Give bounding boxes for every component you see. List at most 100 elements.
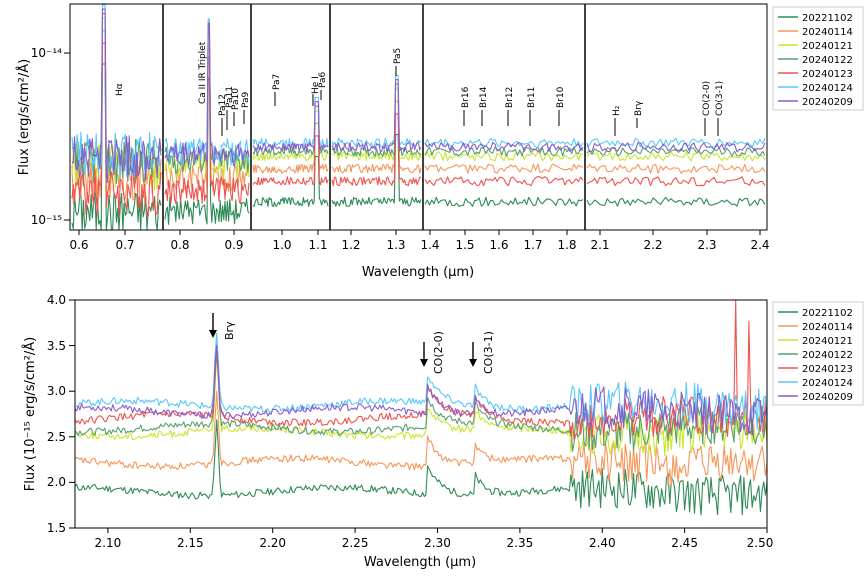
series-line-20240123-seg1 <box>164 56 250 205</box>
series-line-20221102-seg3 <box>331 133 422 207</box>
series-line-20221102-seg4 <box>424 196 584 207</box>
bottom-plot-frame <box>74 299 768 529</box>
y-tick-label: 3.0 <box>47 384 66 398</box>
series-line-20240114-seg3 <box>331 100 422 174</box>
series-line-20221102-seg2 <box>252 155 329 207</box>
y-tick-label: 1.5 <box>47 521 66 535</box>
top-y-axis-label: Flux (erg/s/cm²/Å) <box>16 59 32 176</box>
top-legend: 20221102 20240114 20240121 20240122 2024… <box>772 6 864 111</box>
legend-label: 20240122 <box>802 55 853 66</box>
series-line-20240123-seg0 <box>71 42 162 217</box>
legend-label: 20221102 <box>802 13 853 24</box>
series-line-20240122-seg5 <box>586 146 766 157</box>
legend-label: 20240121 <box>802 41 853 52</box>
x-tick-label: 2.50 <box>747 536 774 550</box>
legend-label: 20240123 <box>802 69 853 80</box>
annotation-label: Br12 <box>505 87 515 108</box>
series-line-20240124 <box>74 332 768 430</box>
x-tick-label: 1.3 <box>386 238 405 252</box>
x-tick-label: 0.9 <box>224 238 243 252</box>
series-line-20221102-seg5 <box>586 196 766 207</box>
legend-label: 20240209 <box>802 97 853 108</box>
series-line-20240209-seg0 <box>71 8 162 183</box>
y-tick-label: 2.5 <box>47 430 66 444</box>
legend-label: 20240114 <box>802 322 853 333</box>
x-tick-label: 2.45 <box>671 536 698 550</box>
x-tick-label: 2.20 <box>259 536 286 550</box>
bottom-annotations: Brγ CO(2-0) CO(3-1) <box>209 313 495 374</box>
x-tick-label: 2.4 <box>750 238 769 252</box>
top-panel: 10⁻¹⁴ 10⁻¹⁵ Flux (erg/s/cm²/Å) 0.6 0.7 <box>16 3 864 280</box>
series-line-20240122 <box>74 350 768 452</box>
series-line-20240122-seg3 <box>331 83 422 157</box>
series-line-20240209-seg3 <box>331 79 422 152</box>
annotation-label: CO(2-0) <box>432 331 445 374</box>
annotation-label: Pa9 <box>241 91 251 108</box>
top-x-ticks <box>78 230 761 235</box>
series-line-20240121-seg3 <box>331 88 422 161</box>
x-tick-label: 2.10 <box>95 536 122 550</box>
x-tick-label: 2.40 <box>589 536 616 550</box>
series-line-20240123-seg2 <box>252 135 329 186</box>
x-tick-label: 2.30 <box>424 536 451 550</box>
top-x-tick-labels: 0.6 0.7 0.8 0.9 1.0 1.1 1.2 1.3 1.4 1.5 … <box>69 238 769 252</box>
bottom-y-ticks: 1.5 2.0 2.5 3.0 3.5 4.0 <box>47 293 75 535</box>
y-tick-label: 2.0 <box>47 475 66 489</box>
series-line-20240114-seg4 <box>424 163 584 174</box>
y-tick-label: 10⁻¹⁴ <box>31 46 62 60</box>
bottom-x-axis-label: Wavelength (μm) <box>364 555 476 570</box>
x-tick-label: 1.6 <box>489 238 508 252</box>
series-line-20240123-seg3 <box>331 113 422 187</box>
series-line-20240124-seg5 <box>586 137 766 148</box>
annotation-label: Brγ <box>223 321 236 340</box>
legend-label: 20240124 <box>802 83 853 94</box>
series-line-20221102-seg1 <box>164 77 250 225</box>
annotation-label: Pa7 <box>272 74 282 90</box>
series-line-20240124-seg2 <box>252 96 329 148</box>
annotation-label: CO(3-1) <box>482 331 495 374</box>
annotation-label: Br14 <box>479 86 489 108</box>
y-tick-label: 4.0 <box>47 293 66 307</box>
bottom-x-ticks: 2.10 2.15 2.20 2.25 2.30 2.35 2.40 2.45 … <box>95 528 774 550</box>
top-plot-frame <box>69 3 768 231</box>
x-tick-label: 1.4 <box>420 238 439 252</box>
x-tick-label: 2.35 <box>507 536 534 550</box>
annotation-label: Hα <box>115 83 125 96</box>
annotation-label: H₂ <box>612 105 622 116</box>
x-tick-label: 1.8 <box>557 238 576 252</box>
annotation-label: Pa6 <box>318 71 328 88</box>
x-tick-label: 0.8 <box>170 238 189 252</box>
annotation-arrowhead <box>420 359 428 367</box>
legend-label: 20221102 <box>802 308 853 319</box>
x-tick-label: 0.7 <box>115 238 134 252</box>
x-tick-label: 2.3 <box>697 238 716 252</box>
bottom-series-group <box>74 299 768 516</box>
y-tick-label: 3.5 <box>47 339 66 353</box>
series-line-20221102 <box>74 419 768 516</box>
annotation-label: Br11 <box>527 87 537 108</box>
annotation-label: Pa12 <box>218 94 228 116</box>
legend-label: 20240122 <box>802 350 853 361</box>
annotation-label: CO(3-1) <box>715 81 725 116</box>
x-tick-label: 1.0 <box>272 238 291 252</box>
series-line-20240209 <box>74 344 768 435</box>
series-line-20240121 <box>74 352 768 457</box>
annotation-arrowhead <box>209 330 217 338</box>
series-line-20240114 <box>74 390 768 488</box>
x-tick-label: 1.5 <box>455 238 474 252</box>
series-line-20240123-seg4 <box>424 176 584 187</box>
x-tick-label: 2.15 <box>177 536 204 550</box>
series-line-20240123-seg5 <box>586 176 766 187</box>
y-tick-label: 10⁻¹⁵ <box>31 213 62 227</box>
legend-label: 20240121 <box>802 336 853 347</box>
legend-label: 20240209 <box>802 392 853 403</box>
x-tick-label: 0.6 <box>69 238 88 252</box>
annotation-label: Pa10 <box>231 88 241 110</box>
top-x-axis-label: Wavelength (μm) <box>362 265 474 280</box>
annotation-label: He I <box>311 76 321 94</box>
x-tick-label: 1.2 <box>341 238 360 252</box>
bottom-y-axis-label: Flux (10⁻¹⁵ erg/s/cm²/Å) <box>22 337 38 491</box>
series-line-20240114-seg5 <box>586 163 766 174</box>
series-line-20240123 <box>74 299 768 441</box>
